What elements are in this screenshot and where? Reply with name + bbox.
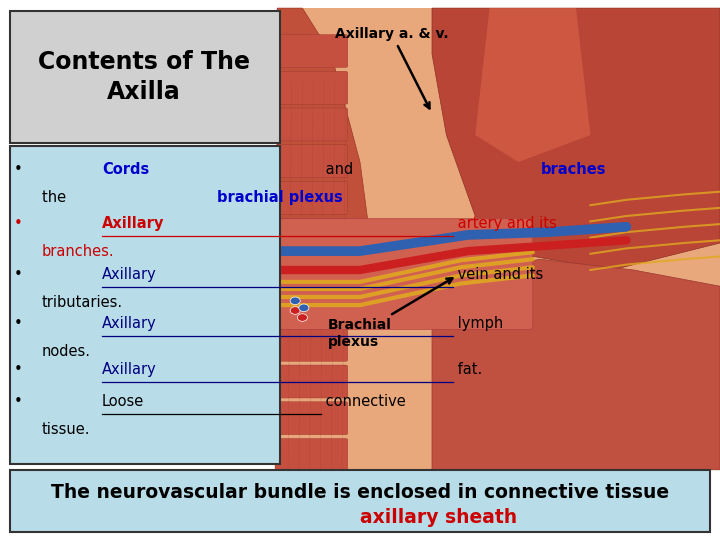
Circle shape	[299, 304, 309, 312]
FancyBboxPatch shape	[275, 218, 348, 251]
FancyBboxPatch shape	[275, 145, 348, 178]
Text: artery and its: artery and its	[453, 216, 557, 231]
Text: and: and	[321, 162, 359, 177]
Text: Loose: Loose	[102, 394, 144, 409]
Text: Axillary a. & v.: Axillary a. & v.	[335, 27, 449, 109]
Polygon shape	[432, 259, 720, 470]
Text: •: •	[14, 316, 28, 331]
FancyBboxPatch shape	[275, 255, 348, 288]
Text: braches: braches	[541, 162, 606, 177]
FancyBboxPatch shape	[274, 219, 533, 329]
Text: •: •	[14, 362, 28, 377]
FancyBboxPatch shape	[277, 8, 720, 470]
FancyBboxPatch shape	[275, 181, 348, 214]
Text: nodes.: nodes.	[42, 344, 91, 359]
FancyBboxPatch shape	[275, 71, 348, 104]
FancyBboxPatch shape	[275, 438, 348, 471]
Text: •: •	[14, 267, 28, 282]
Circle shape	[297, 314, 307, 321]
Circle shape	[290, 297, 300, 305]
Text: tissue.: tissue.	[42, 422, 90, 437]
Text: vein and its: vein and its	[453, 267, 543, 282]
Polygon shape	[277, 8, 374, 340]
Text: fat.: fat.	[453, 362, 482, 377]
Text: Axillary: Axillary	[102, 362, 157, 377]
Text: Axillary: Axillary	[102, 267, 157, 282]
Text: •: •	[14, 216, 28, 231]
Text: Cords: Cords	[102, 162, 149, 177]
Circle shape	[290, 307, 300, 314]
Polygon shape	[475, 8, 590, 162]
FancyBboxPatch shape	[275, 402, 348, 435]
Text: •: •	[14, 162, 28, 177]
FancyBboxPatch shape	[10, 11, 280, 143]
Text: Axillary: Axillary	[102, 216, 164, 231]
Text: brachial plexus: brachial plexus	[217, 190, 343, 205]
FancyBboxPatch shape	[10, 470, 710, 532]
Polygon shape	[432, 8, 720, 270]
Text: axillary sheath: axillary sheath	[360, 508, 517, 526]
FancyBboxPatch shape	[275, 328, 348, 361]
Text: connective: connective	[321, 394, 406, 409]
FancyBboxPatch shape	[275, 365, 348, 398]
FancyBboxPatch shape	[275, 292, 348, 325]
Text: The neurovascular bundle is enclosed in connective tissue: The neurovascular bundle is enclosed in …	[51, 483, 669, 502]
Text: Contents of The
Axilla: Contents of The Axilla	[38, 50, 250, 104]
Text: tributaries.: tributaries.	[42, 295, 123, 310]
Text: branches.: branches.	[42, 244, 114, 259]
Text: Axillary: Axillary	[102, 316, 157, 331]
Text: •: •	[14, 394, 28, 409]
Text: the: the	[42, 190, 71, 205]
FancyBboxPatch shape	[275, 35, 348, 68]
Text: Brachial
plexus: Brachial plexus	[328, 278, 452, 349]
Text: lymph: lymph	[453, 316, 503, 331]
FancyBboxPatch shape	[10, 146, 280, 464]
FancyBboxPatch shape	[275, 108, 348, 141]
